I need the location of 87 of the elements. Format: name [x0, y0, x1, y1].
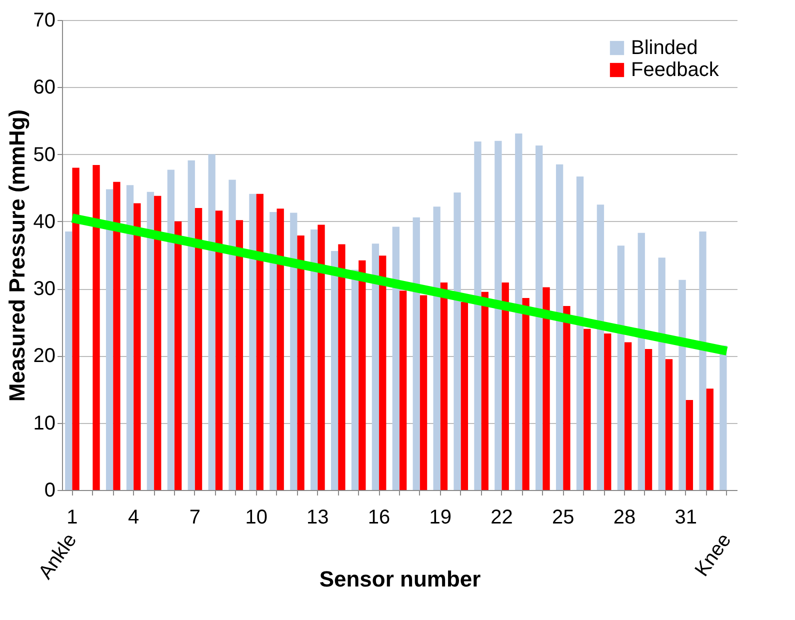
bar	[310, 229, 318, 490]
x-tick-label: 7	[189, 506, 201, 528]
bar	[638, 232, 645, 490]
bar	[522, 298, 530, 490]
bar	[502, 282, 509, 490]
bar	[433, 206, 440, 490]
y-tick-label: 10	[33, 412, 56, 434]
bar	[113, 182, 120, 490]
x-tick-label: 31	[674, 506, 697, 528]
bar	[563, 306, 570, 490]
bar	[215, 210, 223, 490]
bar	[706, 388, 714, 490]
bar	[604, 334, 612, 490]
x-tick-label: 28	[613, 506, 636, 528]
bar	[474, 142, 482, 490]
bar	[379, 256, 386, 490]
bar	[617, 246, 624, 490]
y-tick-label: 30	[33, 278, 56, 300]
bar	[208, 154, 216, 490]
x-tick-label: 16	[368, 506, 390, 528]
bar	[596, 204, 604, 490]
bar	[318, 224, 325, 490]
y-tick-label: 60	[33, 76, 56, 99]
bar	[624, 342, 632, 490]
bar	[358, 260, 366, 490]
y-tick-label: 0	[44, 480, 56, 502]
bar	[440, 282, 448, 490]
bar	[665, 359, 673, 490]
bar	[658, 258, 666, 490]
bar	[556, 164, 564, 490]
bar	[400, 290, 407, 490]
bar	[420, 295, 428, 490]
bar	[481, 292, 488, 490]
bar	[106, 189, 114, 490]
x-tick-label: 19	[429, 506, 452, 528]
bar	[126, 185, 134, 490]
y-tick-label: 70	[33, 10, 56, 32]
bar	[92, 165, 100, 490]
bar	[392, 226, 400, 490]
bar	[515, 133, 522, 490]
bar	[584, 328, 591, 490]
y-tick-label: 40	[33, 210, 56, 233]
bar	[249, 194, 256, 490]
bar	[699, 232, 706, 490]
bar	[236, 220, 244, 490]
bar	[65, 232, 72, 490]
y-tick-label: 20	[33, 345, 56, 368]
bar	[194, 208, 202, 490]
bar	[276, 208, 284, 490]
bar	[351, 270, 359, 490]
bar	[460, 302, 468, 490]
bar	[494, 140, 502, 490]
x-tick-label: 22	[490, 506, 513, 528]
bar	[720, 346, 727, 490]
bar	[146, 192, 154, 490]
bar	[188, 160, 195, 490]
bar	[686, 400, 694, 490]
x-tick-label: 25	[552, 506, 574, 528]
bar	[372, 244, 380, 490]
legend-label: Blinded	[631, 37, 698, 59]
bar	[270, 212, 277, 490]
bar	[338, 244, 346, 490]
y-axis-title: Measured Pressure (mmHg)	[4, 109, 30, 402]
bar	[678, 280, 686, 490]
bar	[134, 203, 141, 490]
bar	[297, 236, 304, 490]
bar	[536, 146, 543, 490]
bar	[154, 196, 162, 490]
bar	[330, 250, 338, 490]
bar	[290, 212, 298, 490]
legend-label: Feedback	[631, 59, 720, 81]
bar	[72, 168, 80, 490]
x-tick-label: 1	[66, 506, 78, 528]
x-tick-label: 4	[128, 506, 140, 528]
bar	[228, 180, 236, 490]
x-tick-label: 13	[306, 506, 329, 528]
bar	[256, 194, 264, 490]
bar	[542, 287, 550, 490]
x-tick-label: 10	[245, 506, 268, 528]
bar	[167, 170, 174, 490]
bar	[412, 217, 420, 490]
bar	[644, 349, 652, 490]
x-axis-title: Sensor number	[319, 566, 482, 592]
y-tick-label: 50	[33, 144, 56, 166]
bar	[576, 176, 584, 490]
bar	[454, 192, 461, 490]
bar	[174, 221, 182, 490]
